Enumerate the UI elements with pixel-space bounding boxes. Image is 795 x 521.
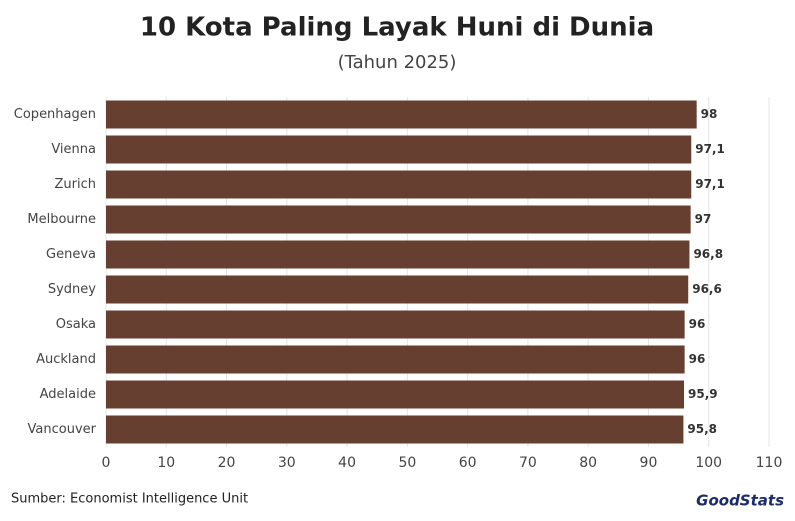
y-tick-label: Geneva [46, 247, 96, 262]
bar [106, 170, 692, 199]
y-tick-label: Sydney [48, 282, 96, 297]
y-tick-label: Osaka [56, 317, 96, 332]
bar [106, 380, 685, 409]
x-tick-label: 80 [579, 455, 597, 471]
y-tick-label: Adelaide [40, 387, 96, 402]
y-tick-label: Copenhagen [14, 107, 96, 122]
x-tick-label: 110 [756, 455, 783, 471]
x-tick-label: 100 [695, 455, 722, 471]
value-label: 95,8 [687, 422, 717, 436]
value-label: 97 [695, 212, 712, 226]
bar [106, 310, 685, 339]
x-tick-label: 0 [102, 455, 111, 471]
value-label: 96,6 [692, 282, 722, 296]
x-tick-label: 60 [459, 455, 477, 471]
source: Sumber: Economist Intelligence Unit [11, 492, 248, 507]
y-tick-label: Vancouver [28, 422, 97, 437]
bar [106, 135, 692, 164]
chart-subtitle: (Tahun 2025) [338, 52, 457, 73]
value-label: 96 [689, 317, 706, 331]
x-tick-label: 50 [398, 455, 416, 471]
bar [106, 205, 691, 234]
chart-title: 10 Kota Paling Layak Huni di Dunia [140, 13, 654, 43]
bar [106, 240, 690, 269]
value-label: 96,8 [693, 247, 723, 261]
bar [106, 275, 689, 304]
y-tick-label: Vienna [51, 142, 96, 157]
y-tick-label: Zurich [55, 177, 97, 192]
y-tick-label: Melbourne [27, 212, 96, 227]
y-tick-label: Auckland [36, 352, 96, 367]
value-label: 98 [701, 107, 718, 121]
x-tick-label: 10 [157, 455, 175, 471]
value-label: 95,9 [688, 387, 718, 401]
x-tick-label: 90 [640, 455, 658, 471]
x-tick-label: 70 [519, 455, 537, 471]
value-label: 97,1 [695, 142, 725, 156]
bar [106, 345, 685, 374]
value-label: 96 [689, 352, 706, 366]
x-tick-label: 30 [278, 455, 296, 471]
value-label: 97,1 [695, 177, 725, 191]
x-tick-label: 20 [218, 455, 236, 471]
logo: GoodStats [696, 492, 784, 510]
x-tick-label: 40 [338, 455, 356, 471]
bar [106, 415, 684, 444]
bar [106, 100, 697, 129]
